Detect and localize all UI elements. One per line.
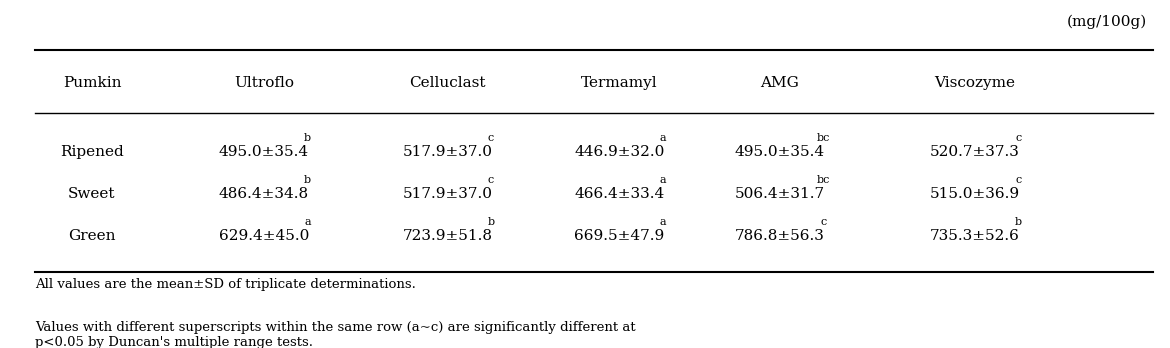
Text: 466.4±33.4: 466.4±33.4 <box>574 187 665 201</box>
Text: b: b <box>304 175 311 185</box>
Text: bc: bc <box>817 175 831 185</box>
Text: Viscozyme: Viscozyme <box>935 76 1016 90</box>
Text: b: b <box>304 133 311 143</box>
Text: 495.0±35.4: 495.0±35.4 <box>219 145 309 159</box>
Text: Green: Green <box>68 229 116 243</box>
Text: 520.7±37.3: 520.7±37.3 <box>930 145 1020 159</box>
Text: 515.0±36.9: 515.0±36.9 <box>930 187 1020 201</box>
Text: 486.4±34.8: 486.4±34.8 <box>219 187 309 201</box>
Text: Ultroflo: Ultroflo <box>234 76 294 90</box>
Text: a: a <box>660 216 666 227</box>
Text: 786.8±56.3: 786.8±56.3 <box>735 229 825 243</box>
Text: a: a <box>304 216 311 227</box>
Text: 629.4±45.0: 629.4±45.0 <box>219 229 309 243</box>
Text: 495.0±35.4: 495.0±35.4 <box>735 145 825 159</box>
Text: Pumkin: Pumkin <box>63 76 122 90</box>
Text: b: b <box>1014 216 1021 227</box>
Text: c: c <box>820 216 827 227</box>
Text: 446.9±32.0: 446.9±32.0 <box>574 145 665 159</box>
Text: 517.9±37.0: 517.9±37.0 <box>402 145 493 159</box>
Text: 506.4±31.7: 506.4±31.7 <box>735 187 825 201</box>
Text: Ripened: Ripened <box>60 145 124 159</box>
Text: Values with different superscripts within the same row (a~c) are significantly d: Values with different superscripts withi… <box>35 321 635 348</box>
Text: Sweet: Sweet <box>68 187 116 201</box>
Text: 735.3±52.6: 735.3±52.6 <box>930 229 1020 243</box>
Text: a: a <box>660 175 666 185</box>
Text: c: c <box>488 175 494 185</box>
Text: b: b <box>488 216 495 227</box>
Text: c: c <box>1016 133 1021 143</box>
Text: Celluclast: Celluclast <box>410 76 486 90</box>
Text: AMG: AMG <box>760 76 799 90</box>
Text: (mg/100g): (mg/100g) <box>1067 15 1147 29</box>
Text: 669.5±47.9: 669.5±47.9 <box>574 229 665 243</box>
Text: 723.9±51.8: 723.9±51.8 <box>402 229 493 243</box>
Text: All values are the mean±SD of triplicate determinations.: All values are the mean±SD of triplicate… <box>35 278 415 291</box>
Text: a: a <box>660 133 666 143</box>
Text: c: c <box>1016 175 1021 185</box>
Text: 517.9±37.0: 517.9±37.0 <box>402 187 493 201</box>
Text: c: c <box>488 133 494 143</box>
Text: Termamyl: Termamyl <box>581 76 658 90</box>
Text: bc: bc <box>817 133 831 143</box>
